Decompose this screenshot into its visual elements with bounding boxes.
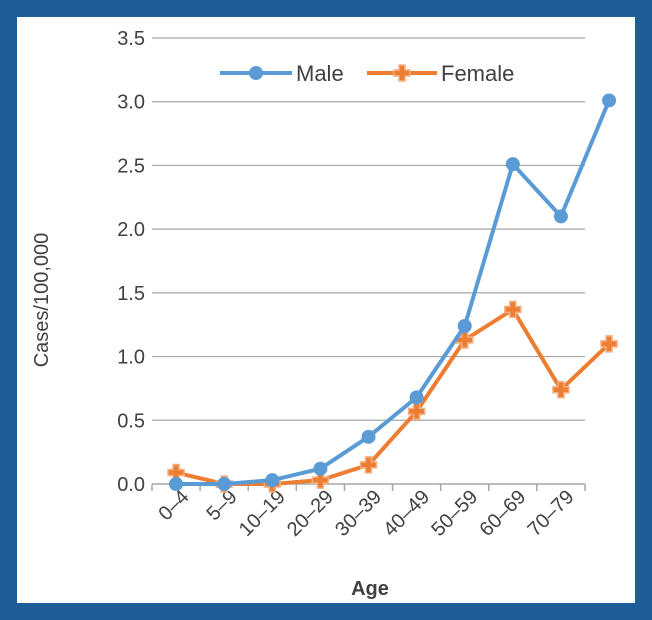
y-tick-label: 3.5 xyxy=(117,28,145,50)
x-tick-label: 60–69 xyxy=(475,486,530,541)
male-point xyxy=(409,390,424,405)
male-point xyxy=(457,318,472,333)
male-point xyxy=(505,157,520,172)
female-point xyxy=(504,300,522,319)
x-tick-label: 0–4 xyxy=(154,486,193,525)
series-male xyxy=(169,93,617,491)
y-tick-label: 3.0 xyxy=(117,92,145,114)
y-tick-label: 1.5 xyxy=(117,283,145,305)
y-axis-ticks: 0.0 0.5 1.0 1.5 2.0 2.5 3.0 3.5 xyxy=(117,28,145,496)
x-tick-label: 30–39 xyxy=(331,486,386,541)
y-tick-label: 0.5 xyxy=(117,410,145,432)
female-point xyxy=(407,402,426,421)
chart-panel: 0.0 0.5 1.0 1.5 2.0 2.5 3.0 3.5 0–4 5–9 10–19 20–2… xyxy=(17,17,635,603)
x-axis-ticks: 0–4 5–910–1920–2930–3940–4950–5960–6970–7… xyxy=(154,486,578,541)
y-tick-label: 2.5 xyxy=(117,155,145,177)
legend-item-female: Female xyxy=(367,61,514,86)
x-tick-label: 20–29 xyxy=(283,486,338,541)
y-tick-label: 0.0 xyxy=(117,474,145,496)
series-female xyxy=(167,300,618,493)
male-point xyxy=(553,209,568,224)
male-point xyxy=(361,429,376,444)
line-chart: 0.0 0.5 1.0 1.5 2.0 2.5 3.0 3.5 0–4 5–910–1920–2… xyxy=(31,28,618,600)
female-point xyxy=(393,64,411,82)
female-point xyxy=(552,380,570,399)
male-point xyxy=(602,93,617,108)
y-axis-title: Cases/100,000 xyxy=(31,233,53,368)
female-point xyxy=(311,471,330,489)
x-axis-title: Age xyxy=(351,578,389,600)
gridlines xyxy=(152,37,585,421)
male-point xyxy=(217,477,232,491)
legend: Male Female xyxy=(220,61,514,86)
male-point xyxy=(169,477,184,491)
y-tick-label: 2.0 xyxy=(117,219,145,241)
x-tick-label: 40–49 xyxy=(379,486,434,541)
x-tick-label: 70–79 xyxy=(524,486,579,541)
female-point xyxy=(600,335,618,353)
series-line-male xyxy=(176,99,611,486)
legend-marker-male xyxy=(249,66,263,80)
male-point xyxy=(265,473,280,488)
legend-label-male: Male xyxy=(296,61,344,86)
x-tick-label: 10–19 xyxy=(235,486,290,541)
x-tick-label: 50–59 xyxy=(427,486,482,541)
y-tick-label: 1.0 xyxy=(117,347,145,369)
legend-item-male: Male xyxy=(220,61,344,86)
legend-label-female: Female xyxy=(441,61,514,86)
series-line-female xyxy=(175,307,611,486)
series-group xyxy=(167,93,618,493)
female-point xyxy=(359,456,378,474)
male-point xyxy=(313,461,328,476)
